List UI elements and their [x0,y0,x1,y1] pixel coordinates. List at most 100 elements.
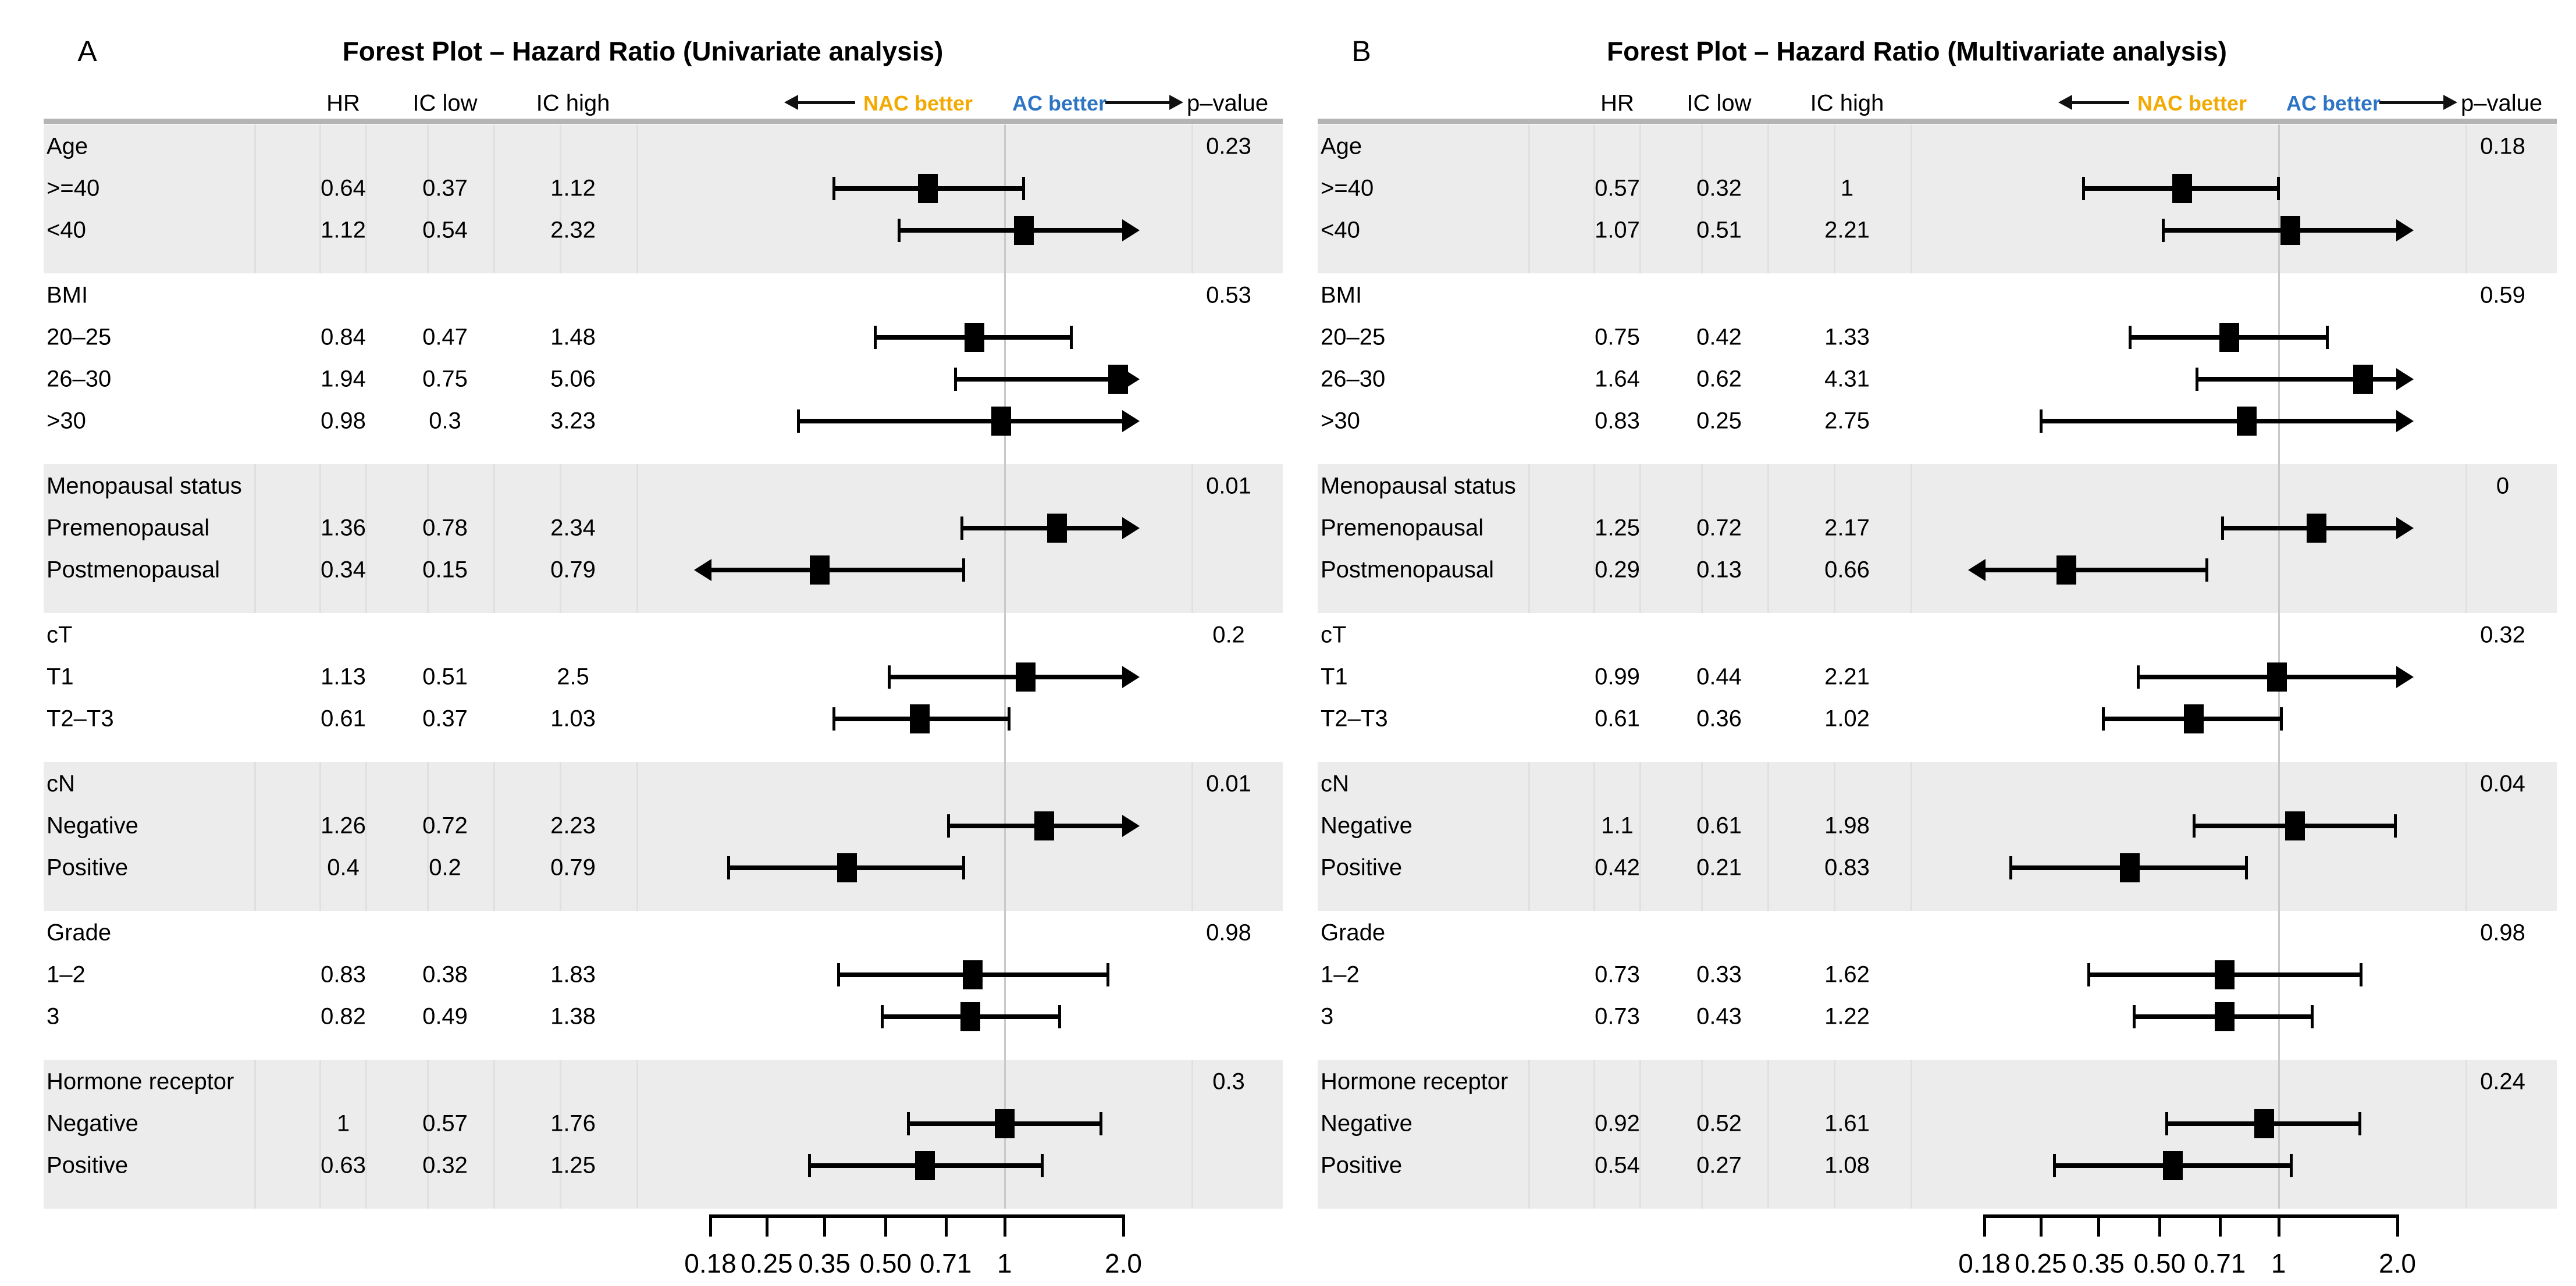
ci-high-value: 2.32 [550,217,596,243]
ci-low-cap [2221,516,2224,540]
hr-point-marker [809,555,830,585]
ci-low-cap [832,177,836,200]
hr-point-marker [1015,662,1036,692]
hr-value: 0.83 [1595,408,1640,434]
panel-title: Forest Plot – Hazard Ratio (Multivariate… [1607,36,2227,66]
row-label: 20–25 [47,324,112,350]
ac-better-arrow-icon [2443,95,2457,110]
ci-high-cap [2358,1112,2362,1135]
hr-point-marker [2162,1151,2183,1180]
column-header-hr: HR [326,90,360,116]
group-p-value: 0.04 [2480,771,2525,797]
group-label: Hormone receptor [1321,1068,1508,1095]
ci-high-value: 1.25 [550,1152,596,1178]
panel-key-letter: A [77,35,97,67]
nac-better-label: NAC better [2137,91,2247,115]
band-column-seam [1701,124,1703,273]
hr-value: 1 [336,1110,350,1137]
header-divider-rule [44,119,1283,124]
forest-panel-1: B Forest Plot – Hazard Ratio (Multivaria… [1274,0,2576,1286]
x-axis-tick [1122,1214,1125,1237]
hr-value: 1.36 [321,515,366,541]
x-axis-tick-label: 0.71 [2193,1248,2246,1278]
ci-clipped-right-arrow-icon [2396,666,2414,688]
band-column-seam [636,1060,638,1209]
x-axis-tick [2097,1214,2101,1237]
ci-high-cap [1070,326,1073,349]
hr-value: 1.26 [321,813,366,839]
band-column-seam [319,464,321,613]
nac-better-arrow-line [796,101,855,104]
ci-high-value: 1.22 [1824,1003,1870,1029]
x-axis-tick-label: 0.25 [2015,1248,2067,1278]
panel-key-letter: B [1351,35,1371,67]
group-shaded-band [44,762,1283,911]
hr-point-marker [2056,555,2076,585]
band-column-seam [427,762,429,911]
group-shaded-band [44,1060,1283,1209]
band-column-seam [1593,1060,1595,1209]
ac-better-arrow-icon [1169,95,1183,110]
x-axis-tick-label: 0.50 [859,1248,912,1278]
group-p-value: 0.32 [2480,622,2525,648]
hr-point-marker [2219,323,2239,352]
ci-high-cap [2290,1154,2293,1177]
ci-low-cap [888,665,891,689]
ci-high-cap [2359,963,2362,986]
ci-low-cap [837,963,841,986]
ci-low-value: 0.62 [1696,366,1742,392]
band-column-seam [1834,762,1835,911]
hr-value: 1.12 [321,217,366,243]
hr-value: 0.73 [1595,1003,1640,1029]
ci-clipped-right-arrow-icon [1122,517,1140,539]
band-column-seam [1767,762,1769,911]
band-column-seam [1701,762,1703,911]
band-column-seam [427,464,429,613]
hr-point-marker [2172,174,2192,203]
band-column-seam [1191,1060,1193,1209]
hr-point-marker [2254,1109,2275,1138]
ci-high-value: 1.98 [1824,813,1870,839]
x-axis-tick-label: 0.18 [1958,1248,2011,1278]
band-column-seam [1701,1060,1703,1209]
x-axis-tick [944,1214,948,1237]
band-column-seam [636,464,638,613]
ci-low-value: 0.21 [1696,854,1742,881]
band-column-seam [1528,762,1530,911]
group-shaded-band [1318,1060,2557,1209]
group-label: Menopausal status [47,473,242,499]
ci-low-cap [2087,963,2090,986]
ci-low-value: 0.27 [1696,1152,1742,1178]
p-value-column-header: p–value [2461,90,2543,116]
group-p-value: 0.2 [1212,622,1245,648]
hr-value: 1.07 [1595,217,1640,243]
band-column-seam [1191,124,1193,273]
ci-high-value: 2.21 [1824,664,1870,690]
group-p-value: 0.23 [1206,133,1251,159]
band-column-seam [1639,464,1641,613]
x-axis-tick-label: 0.35 [2072,1248,2125,1278]
hr-value: 0.29 [1595,557,1640,583]
group-label: cN [1321,771,1349,797]
band-column-seam [636,124,638,273]
ci-low-cap [2136,665,2140,689]
ci-high-value: 0.83 [1824,854,1870,881]
ci-high-value: 0.79 [550,557,596,583]
ci-high-cap [1058,1005,1061,1028]
hr-point-marker [837,853,858,882]
x-axis-tick [884,1214,888,1237]
hr-value: 0.75 [1595,324,1640,350]
row-label: Negative [47,813,138,839]
hr-value: 0.84 [321,324,366,350]
ci-high-value: 0.79 [550,854,596,881]
ci-high-value: 1.62 [1824,961,1870,988]
ci-high-value: 2.17 [1824,515,1870,541]
x-axis-tick-label: 1 [997,1248,1012,1278]
x-axis-tick-label: 2.0 [1105,1248,1142,1278]
ac-better-label: AC better [2286,91,2381,115]
band-column-seam [1593,124,1595,273]
group-p-value: 0.3 [1212,1068,1245,1095]
band-column-seam [493,762,495,911]
hr-value: 0.98 [321,408,366,434]
ci-low-cap [2165,1112,2168,1135]
